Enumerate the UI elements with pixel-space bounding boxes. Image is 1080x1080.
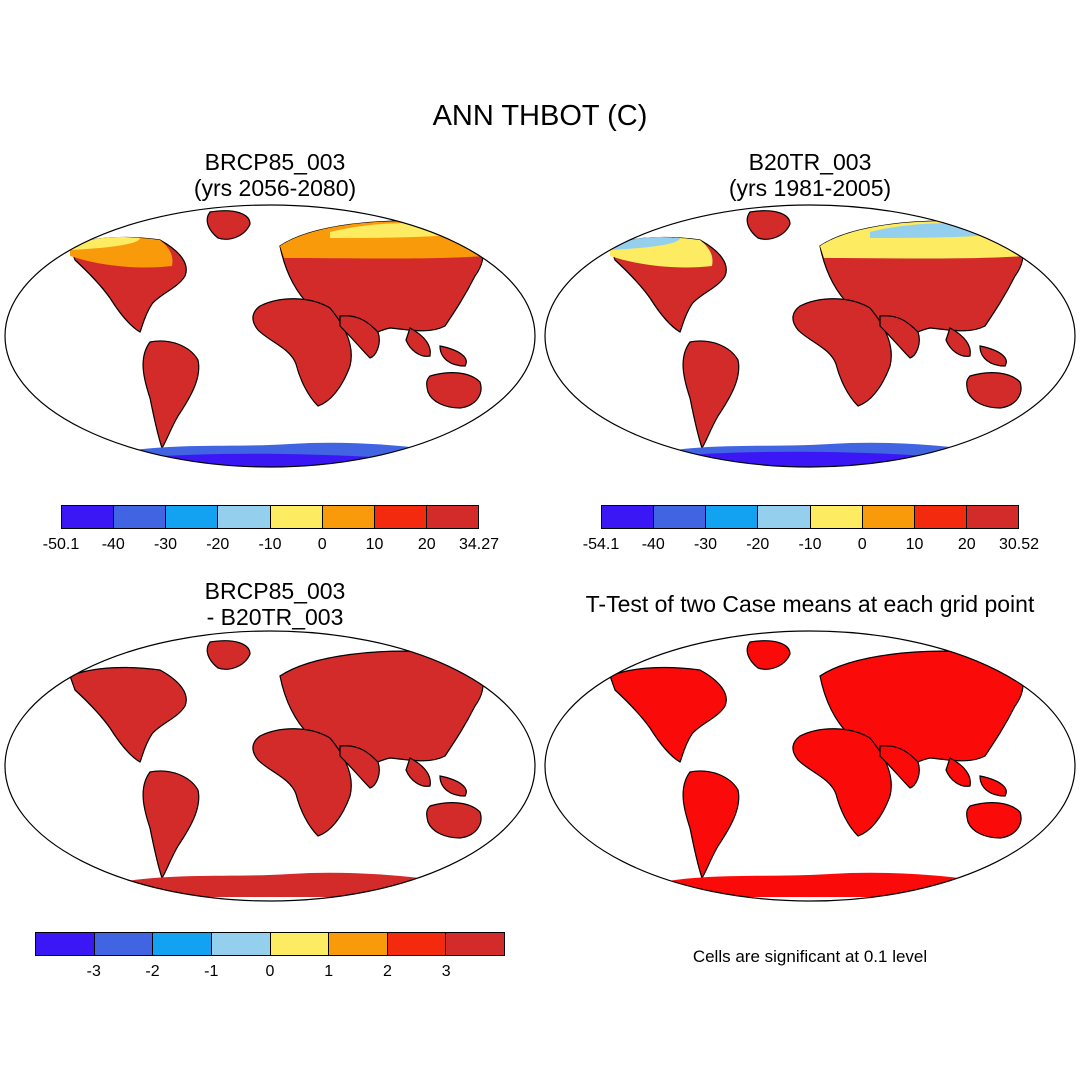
panel-2-years: (yrs 1981-2005) — [728, 175, 892, 202]
ticks2-label-3: -20 — [746, 536, 770, 553]
panel-3-title: BRCP85_003 - B20TR_003 — [125, 578, 425, 631]
colorbar-3 — [35, 932, 505, 956]
cb3-swatch-6 — [386, 933, 446, 955]
ticks2-label-5: 0 — [857, 536, 867, 553]
map-panel-4-border — [544, 630, 1076, 902]
panel-4-title: T-Test of two Case means at each grid po… — [540, 591, 1080, 617]
cb2-swatch-5 — [861, 506, 914, 528]
ticks3-label-0: -3 — [86, 963, 101, 980]
significance-note: Cells are significant at 0.1 level — [692, 947, 928, 966]
cb1-swatch-1 — [113, 506, 166, 528]
map-panel-4 — [609, 640, 1024, 897]
cb3-swatch-3 — [210, 933, 270, 955]
panel-2-case: B20TR_003 — [748, 149, 872, 175]
panel-3-case-a: BRCP85_003 — [204, 578, 346, 604]
ticks1-label-3: -20 — [206, 536, 230, 553]
ticks3-label-2: -1 — [204, 963, 219, 980]
map-panel-3 — [69, 640, 484, 897]
map-panel-2-border — [544, 204, 1076, 468]
cb1-swatch-5 — [321, 506, 374, 528]
ticks3-label-1: -2 — [145, 963, 160, 980]
cb1-swatch-0 — [62, 506, 114, 528]
ticks1-label-7: 20 — [417, 536, 436, 553]
colorbar-1 — [61, 505, 479, 529]
ticks3-label-3: 0 — [265, 963, 275, 980]
ticks1-label-2: -30 — [153, 536, 178, 553]
panel-2-title: B20TR_003 (yrs 1981-2005) — [660, 149, 960, 202]
cb2-swatch-3 — [757, 506, 810, 528]
ticks2-label-4: -10 — [798, 536, 822, 553]
ticks3-label-4: 1 — [324, 963, 334, 980]
map-panel-2 — [609, 210, 1027, 467]
cb1-swatch-2 — [165, 506, 218, 528]
figure-title: ANN THBOT (C) — [432, 100, 648, 132]
cb3-swatch-4 — [269, 933, 329, 955]
colorbar-3-ticks: -3 -2 -1 0 1 2 3 — [35, 963, 505, 987]
cb3-swatch-7 — [445, 933, 504, 955]
ticks2-label-7: 20 — [957, 536, 976, 553]
cb2-swatch-7 — [965, 506, 1018, 528]
panel-3-case-b: - B20TR_003 — [206, 604, 344, 631]
cb1-swatch-3 — [217, 506, 270, 528]
cb2-swatch-4 — [809, 506, 862, 528]
cb1-swatch-4 — [269, 506, 322, 528]
ticks2-label-6: 10 — [905, 536, 924, 553]
map-panel-1 — [69, 210, 487, 467]
cb2-swatch-1 — [653, 506, 706, 528]
map-panel-1-border — [4, 204, 536, 468]
ticks1-label-5: 0 — [317, 536, 327, 553]
ticks2-label-2: -30 — [693, 536, 718, 553]
panel-1-case: BRCP85_003 — [204, 149, 346, 175]
ticks1-label-4: -10 — [258, 536, 282, 553]
colorbar-1-ticks: -50.1 -40 -30 -20 -10 0 10 20 34.27 — [43, 536, 499, 560]
map-panel-3-border — [4, 630, 536, 902]
panel-3-land — [69, 640, 484, 879]
panel-4-land — [609, 640, 1024, 879]
cb2-swatch-0 — [602, 506, 654, 528]
ticks1-label-0: -50.1 — [42, 536, 80, 553]
colorbar-2 — [601, 505, 1019, 529]
cb1-swatch-6 — [373, 506, 426, 528]
ticks2-label-8: 30.52 — [998, 536, 1040, 553]
cb2-swatch-6 — [913, 506, 966, 528]
ticks1-label-1: -40 — [101, 536, 125, 553]
ticks1-label-8: 34.27 — [458, 536, 500, 553]
ticks3-label-5: 2 — [383, 963, 392, 980]
cb1-swatch-7 — [425, 506, 478, 528]
ticks3-label-6: 3 — [441, 963, 451, 980]
cb3-swatch-0 — [36, 933, 94, 955]
panel-4-text: T-Test of two Case means at each grid po… — [585, 591, 1035, 617]
colorbar-2-ticks: -54.1 -40 -30 -20 -10 0 10 20 30.52 — [583, 536, 1039, 560]
cb3-swatch-1 — [93, 933, 153, 955]
cb3-swatch-5 — [328, 933, 387, 955]
ticks1-label-6: 10 — [365, 536, 384, 553]
ticks2-label-1: -40 — [641, 536, 665, 553]
cb2-swatch-2 — [705, 506, 758, 528]
panel-1-title: BRCP85_003 (yrs 2056-2080) — [125, 149, 425, 202]
cb3-swatch-2 — [152, 933, 211, 955]
panel-1-years: (yrs 2056-2080) — [193, 175, 357, 202]
ticks2-label-0: -54.1 — [582, 536, 620, 553]
